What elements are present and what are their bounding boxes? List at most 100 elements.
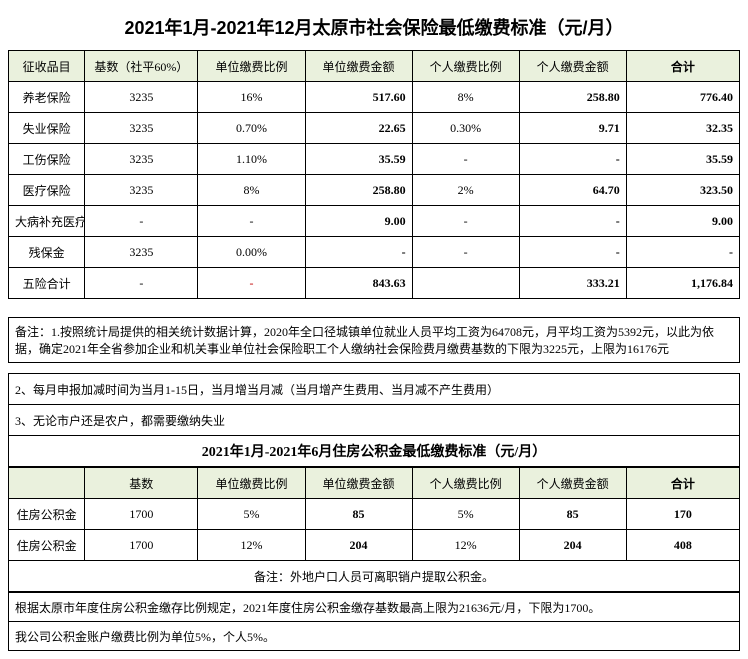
cell-prate: 5% [412,499,519,530]
cell-base: 1700 [85,530,198,561]
header-pers-rate: 个人缴费比例 [412,51,519,82]
cell-pamt: - [519,206,626,237]
social-insurance-table: 征收品目 基数（社平60%） 单位缴费比例 单位缴费金额 个人缴费比例 个人缴费… [8,50,740,299]
note-row: 3、无论市户还是农户，都需要缴纳失业 [9,405,740,436]
cell-prate: - [412,206,519,237]
table-row: 养老保险 3235 16% 517.60 8% 258.80 776.40 [9,82,740,113]
note3: 3、无论市户还是农户，都需要缴纳失业 [9,405,740,436]
cell-prate: - [412,144,519,175]
cell-total: 1,176.84 [626,268,739,299]
cell-urate: 12% [198,530,305,561]
cell-pamt: - [519,144,626,175]
cell-urate: - [198,268,305,299]
footer2: 我公司公积金账户缴费比例为单位5%，个人5%。 [9,622,740,651]
fund-title: 2021年1月-2021年6月住房公积金最低缴费标准（元/月） [9,436,740,467]
cell-total: 776.40 [626,82,739,113]
cell-prate: 2% [412,175,519,206]
cell-item: 失业保险 [9,113,85,144]
note2: 2、每月申报加减时间为当月1-15日，当月增当月减（当月增产生费用、当月减不产生… [9,374,740,405]
cell-base: 3235 [85,237,198,268]
cell-prate: - [412,237,519,268]
fund-note-row: 备注：外地户口人员可离职销户提取公积金。 [9,561,740,592]
fund-row: 住房公积金 1700 12% 204 12% 204 408 [9,530,740,561]
cell-urate: 16% [198,82,305,113]
cell-uamt: 22.65 [305,113,412,144]
fund-header-uamt: 单位缴费金额 [305,468,412,499]
cell-pamt: 333.21 [519,268,626,299]
cell-base: - [85,206,198,237]
notes-table: 备注：1.按照统计局提供的相关统计数据计算，2020年全口径城镇单位就业人员平均… [8,317,740,363]
cell-base: 1700 [85,499,198,530]
cell-total: 9.00 [626,206,739,237]
fund-row: 住房公积金 1700 5% 85 5% 85 170 [9,499,740,530]
cell-urate: 5% [198,499,305,530]
fund-header-total: 合计 [626,468,739,499]
cell-pamt: 64.70 [519,175,626,206]
cell-item: 医疗保险 [9,175,85,206]
fund-table: 基数 单位缴费比例 单位缴费金额 个人缴费比例 个人缴费金额 合计 住房公积金 … [8,467,740,592]
cell-urate: 8% [198,175,305,206]
cell-urate: - [198,206,305,237]
cell-pamt: 204 [519,530,626,561]
cell-total: 323.50 [626,175,739,206]
cell-urate: 0.70% [198,113,305,144]
cell-prate: 8% [412,82,519,113]
cell-base: 3235 [85,144,198,175]
cell-pamt: 85 [519,499,626,530]
cell-uamt: 35.59 [305,144,412,175]
footer1: 根据太原市年度住房公积金缴存比例规定，2021年度住房公积金缴存基数最高上限为2… [9,593,740,622]
cell-urate: 1.10% [198,144,305,175]
table-row: 医疗保险 3235 8% 258.80 2% 64.70 323.50 [9,175,740,206]
cell-uamt: 258.80 [305,175,412,206]
cell-urate: 0.00% [198,237,305,268]
cell-item: 住房公积金 [9,499,85,530]
header-base: 基数（社平60%） [85,51,198,82]
cell-item: 大病补充医疗 [9,206,85,237]
fund-header-row: 基数 单位缴费比例 单位缴费金额 个人缴费比例 个人缴费金额 合计 [9,468,740,499]
header-unit-amt: 单位缴费金额 [305,51,412,82]
cell-prate: 0.30% [412,113,519,144]
fund-header-item [9,468,85,499]
cell-total: 408 [626,530,739,561]
footer-row: 我公司公积金账户缴费比例为单位5%，个人5%。 [9,622,740,651]
cell-base: 3235 [85,175,198,206]
fund-header-urate: 单位缴费比例 [198,468,305,499]
cell-total: 35.59 [626,144,739,175]
footer-row: 根据太原市年度住房公积金缴存比例规定，2021年度住房公积金缴存基数最高上限为2… [9,593,740,622]
fund-note: 备注：外地户口人员可离职销户提取公积金。 [9,561,740,592]
table-row: 大病补充医疗 - - 9.00 - - 9.00 [9,206,740,237]
note-row: 备注：1.按照统计局提供的相关统计数据计算，2020年全口径城镇单位就业人员平均… [9,318,740,363]
cell-total: 170 [626,499,739,530]
table-row: 工伤保险 3235 1.10% 35.59 - - 35.59 [9,144,740,175]
header-total: 合计 [626,51,739,82]
note1: 备注：1.按照统计局提供的相关统计数据计算，2020年全口径城镇单位就业人员平均… [9,318,740,363]
fund-header-prate: 个人缴费比例 [412,468,519,499]
cell-prate [412,268,519,299]
cell-prate: 12% [412,530,519,561]
header-item: 征收品目 [9,51,85,82]
cell-pamt: 9.71 [519,113,626,144]
fund-header-pamt: 个人缴费金额 [519,468,626,499]
cell-pamt: - [519,237,626,268]
cell-base: - [85,268,198,299]
cell-uamt: 85 [305,499,412,530]
cell-item: 五险合计 [9,268,85,299]
cell-item: 残保金 [9,237,85,268]
cell-pamt: 258.80 [519,82,626,113]
cell-uamt: 9.00 [305,206,412,237]
fund-header-base: 基数 [85,468,198,499]
cell-uamt: 204 [305,530,412,561]
cell-item: 养老保险 [9,82,85,113]
header-pers-amt: 个人缴费金额 [519,51,626,82]
header-unit-rate: 单位缴费比例 [198,51,305,82]
fund-title-row: 2021年1月-2021年6月住房公积金最低缴费标准（元/月） [9,436,740,467]
page-title: 2021年1月-2021年12月太原市社会保险最低缴费标准（元/月） [8,8,740,50]
table-row: 失业保险 3235 0.70% 22.65 0.30% 9.71 32.35 [9,113,740,144]
cell-base: 3235 [85,82,198,113]
table-header-row: 征收品目 基数（社平60%） 单位缴费比例 单位缴费金额 个人缴费比例 个人缴费… [9,51,740,82]
cell-uamt: 517.60 [305,82,412,113]
cell-total: 32.35 [626,113,739,144]
table-row: 残保金 3235 0.00% - - - - [9,237,740,268]
table-sum-row: 五险合计 - - 843.63 333.21 1,176.84 [9,268,740,299]
cell-uamt: - [305,237,412,268]
